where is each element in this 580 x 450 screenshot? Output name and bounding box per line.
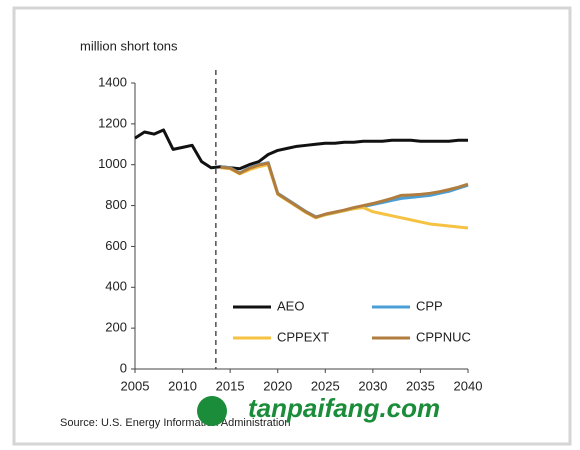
x-tick-label: 2010 xyxy=(168,378,197,393)
legend-label: CPPNUC xyxy=(416,329,471,344)
y-tick-label: 1000 xyxy=(98,156,127,171)
y-tick-label: 1200 xyxy=(98,115,127,130)
x-tick-label: 2025 xyxy=(311,378,340,393)
x-tick-label: 2030 xyxy=(358,378,387,393)
x-tick-label: 2035 xyxy=(406,378,435,393)
frame xyxy=(12,6,572,446)
y-tick-label: 0 xyxy=(120,360,127,375)
x-tick-label: 2020 xyxy=(263,378,292,393)
legend-label: CPPEXT xyxy=(277,329,329,344)
line xyxy=(220,161,469,219)
x-tick-label: 2005 xyxy=(121,378,150,393)
y-tick-label: 800 xyxy=(105,197,127,212)
source: Source: U.S. Energy Information Administ… xyxy=(60,417,291,429)
y-tick-label: 400 xyxy=(105,279,127,294)
watermark-logo xyxy=(197,396,227,426)
x-tick-label: 2015 xyxy=(216,378,245,393)
y-tick-label: 200 xyxy=(105,320,127,335)
y-tick-label: 1400 xyxy=(98,74,127,89)
legend-label: AEO xyxy=(277,298,304,313)
line xyxy=(134,128,468,171)
x-tick-label: 2040 xyxy=(454,378,483,393)
y-axis-label: million short tons xyxy=(80,38,178,53)
y-tick-label: 600 xyxy=(105,238,127,253)
legend-label: CPP xyxy=(416,298,443,313)
watermark: tanpaifang.com xyxy=(248,393,440,423)
